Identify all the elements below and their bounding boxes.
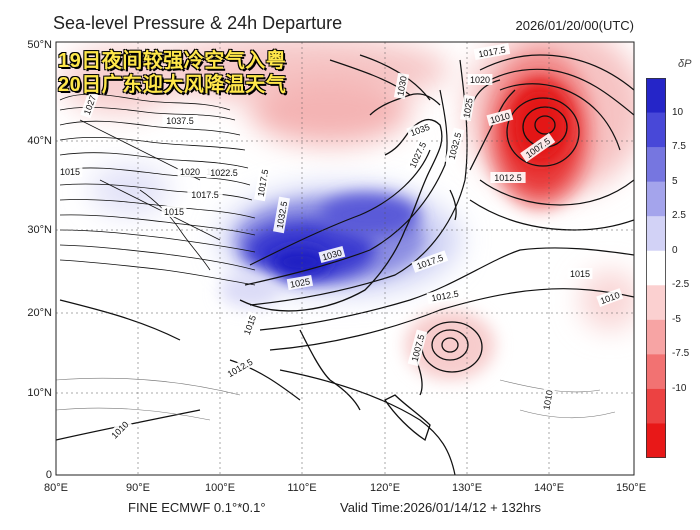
model-label: FINE ECMWF 0.1°*0.1° bbox=[128, 500, 266, 515]
colorbar-segment bbox=[646, 112, 666, 148]
contour-label: 1015 bbox=[161, 206, 187, 217]
svg-text:1017.5: 1017.5 bbox=[191, 190, 219, 200]
colorbar-title: δP bbox=[678, 58, 692, 70]
map-title: Sea-level Pressure & 24h Departure bbox=[53, 13, 343, 33]
lon-label-120e: 120°E bbox=[369, 482, 401, 494]
contour-label: 1025 bbox=[286, 274, 314, 291]
contour-label: 1022.5 bbox=[206, 167, 242, 178]
map-frame bbox=[55, 41, 635, 476]
contour-label: 1032.5 bbox=[273, 196, 290, 234]
colorbar-tick-label: -10 bbox=[672, 382, 687, 394]
colorbar bbox=[646, 78, 666, 458]
contour-label: 1017.5 bbox=[187, 189, 223, 200]
contour-label: 1025 bbox=[459, 94, 476, 122]
colorbar-tick-label: 0 bbox=[672, 244, 678, 256]
contour-labels: 1017.5102010101007.51012.510251030103510… bbox=[57, 43, 624, 443]
lon-label-100e: 100°E bbox=[204, 482, 236, 494]
colorbar-segment bbox=[646, 147, 666, 183]
contour-label: 1017.5 bbox=[254, 164, 271, 202]
lon-label-130e: 130°E bbox=[451, 482, 483, 494]
svg-text:1015: 1015 bbox=[164, 207, 184, 217]
caption-line-2: 20日广东迎大风降温天气 bbox=[58, 74, 287, 96]
svg-text:1017.5: 1017.5 bbox=[256, 169, 271, 198]
colorbar-segment bbox=[646, 78, 666, 114]
svg-text:1030: 1030 bbox=[395, 75, 408, 96]
contour-label: 1030 bbox=[393, 72, 410, 100]
colorbar-tick-label: 2.5 bbox=[672, 210, 686, 222]
colorbar-segment bbox=[646, 423, 666, 458]
colorbar-tick-label: 10 bbox=[672, 106, 684, 118]
svg-text:1012.5: 1012.5 bbox=[494, 173, 522, 183]
svg-text:1020: 1020 bbox=[470, 75, 490, 85]
contour-label: 1012.5 bbox=[426, 287, 464, 304]
svg-text:1010: 1010 bbox=[541, 389, 554, 410]
isobars bbox=[56, 54, 634, 475]
colorbar-segment bbox=[646, 216, 666, 252]
svg-text:1017.5: 1017.5 bbox=[478, 45, 507, 60]
colorbar-segment bbox=[646, 285, 666, 321]
lon-label-140e: 140°E bbox=[533, 482, 565, 494]
contour-label: 1020 bbox=[177, 166, 203, 177]
colorbar-tick-label: -2.5 bbox=[672, 279, 690, 291]
contour-label: 1012.5 bbox=[490, 172, 526, 183]
lat-label-50n: 50°N bbox=[27, 39, 52, 51]
colorbar-tick-label: 7.5 bbox=[672, 141, 686, 153]
svg-text:1037.5: 1037.5 bbox=[166, 116, 194, 126]
svg-text:1020: 1020 bbox=[180, 167, 200, 177]
svg-text:1032.5: 1032.5 bbox=[275, 201, 290, 230]
lat-label-20n: 20°N bbox=[27, 307, 52, 319]
svg-text:1015: 1015 bbox=[60, 167, 80, 177]
contour-label: 1020 bbox=[467, 74, 493, 85]
caption-line-1: 19日夜间较强冷空气入粤 bbox=[58, 50, 287, 72]
valid-time-label: Valid Time:2026/01/14/12 + 132hrs bbox=[340, 500, 542, 515]
colorbar-tick-label: -5 bbox=[672, 313, 681, 325]
colorbar-segment bbox=[646, 319, 666, 355]
lon-label-80e: 80°E bbox=[44, 482, 68, 494]
colorbar-tick-label: 5 bbox=[672, 175, 678, 187]
contour-label: 1010 bbox=[539, 386, 556, 414]
svg-text:1025: 1025 bbox=[461, 97, 474, 118]
contour-label: 1015 bbox=[567, 268, 593, 279]
colorbar-tick-label: -7.5 bbox=[672, 348, 690, 360]
lat-label-40n: 40°N bbox=[27, 135, 52, 147]
lat-label-10n: 10°N bbox=[27, 387, 52, 399]
lon-label-90e: 90°E bbox=[126, 482, 150, 494]
svg-text:1025: 1025 bbox=[289, 276, 310, 289]
lon-label-150e: 150°E bbox=[615, 482, 647, 494]
contour-label: 1017.5 bbox=[473, 43, 511, 60]
svg-text:1015: 1015 bbox=[570, 269, 590, 279]
contour-label: 1015 bbox=[57, 166, 83, 177]
colorbar-segment bbox=[646, 181, 666, 217]
contour-label: 1037.5 bbox=[162, 115, 198, 126]
lat-label-30n: 30°N bbox=[27, 224, 52, 236]
lon-label-110e: 110°E bbox=[287, 482, 317, 494]
colorbar-segment bbox=[646, 250, 666, 286]
colorbar-segment bbox=[646, 388, 666, 424]
lat-label-0: 0 bbox=[45, 469, 52, 481]
colorbar-segment bbox=[646, 354, 666, 390]
map-datetime: 2026/01/20/00(UTC) bbox=[515, 18, 634, 33]
svg-text:1022.5: 1022.5 bbox=[210, 168, 238, 178]
svg-text:1012.5: 1012.5 bbox=[431, 289, 460, 304]
